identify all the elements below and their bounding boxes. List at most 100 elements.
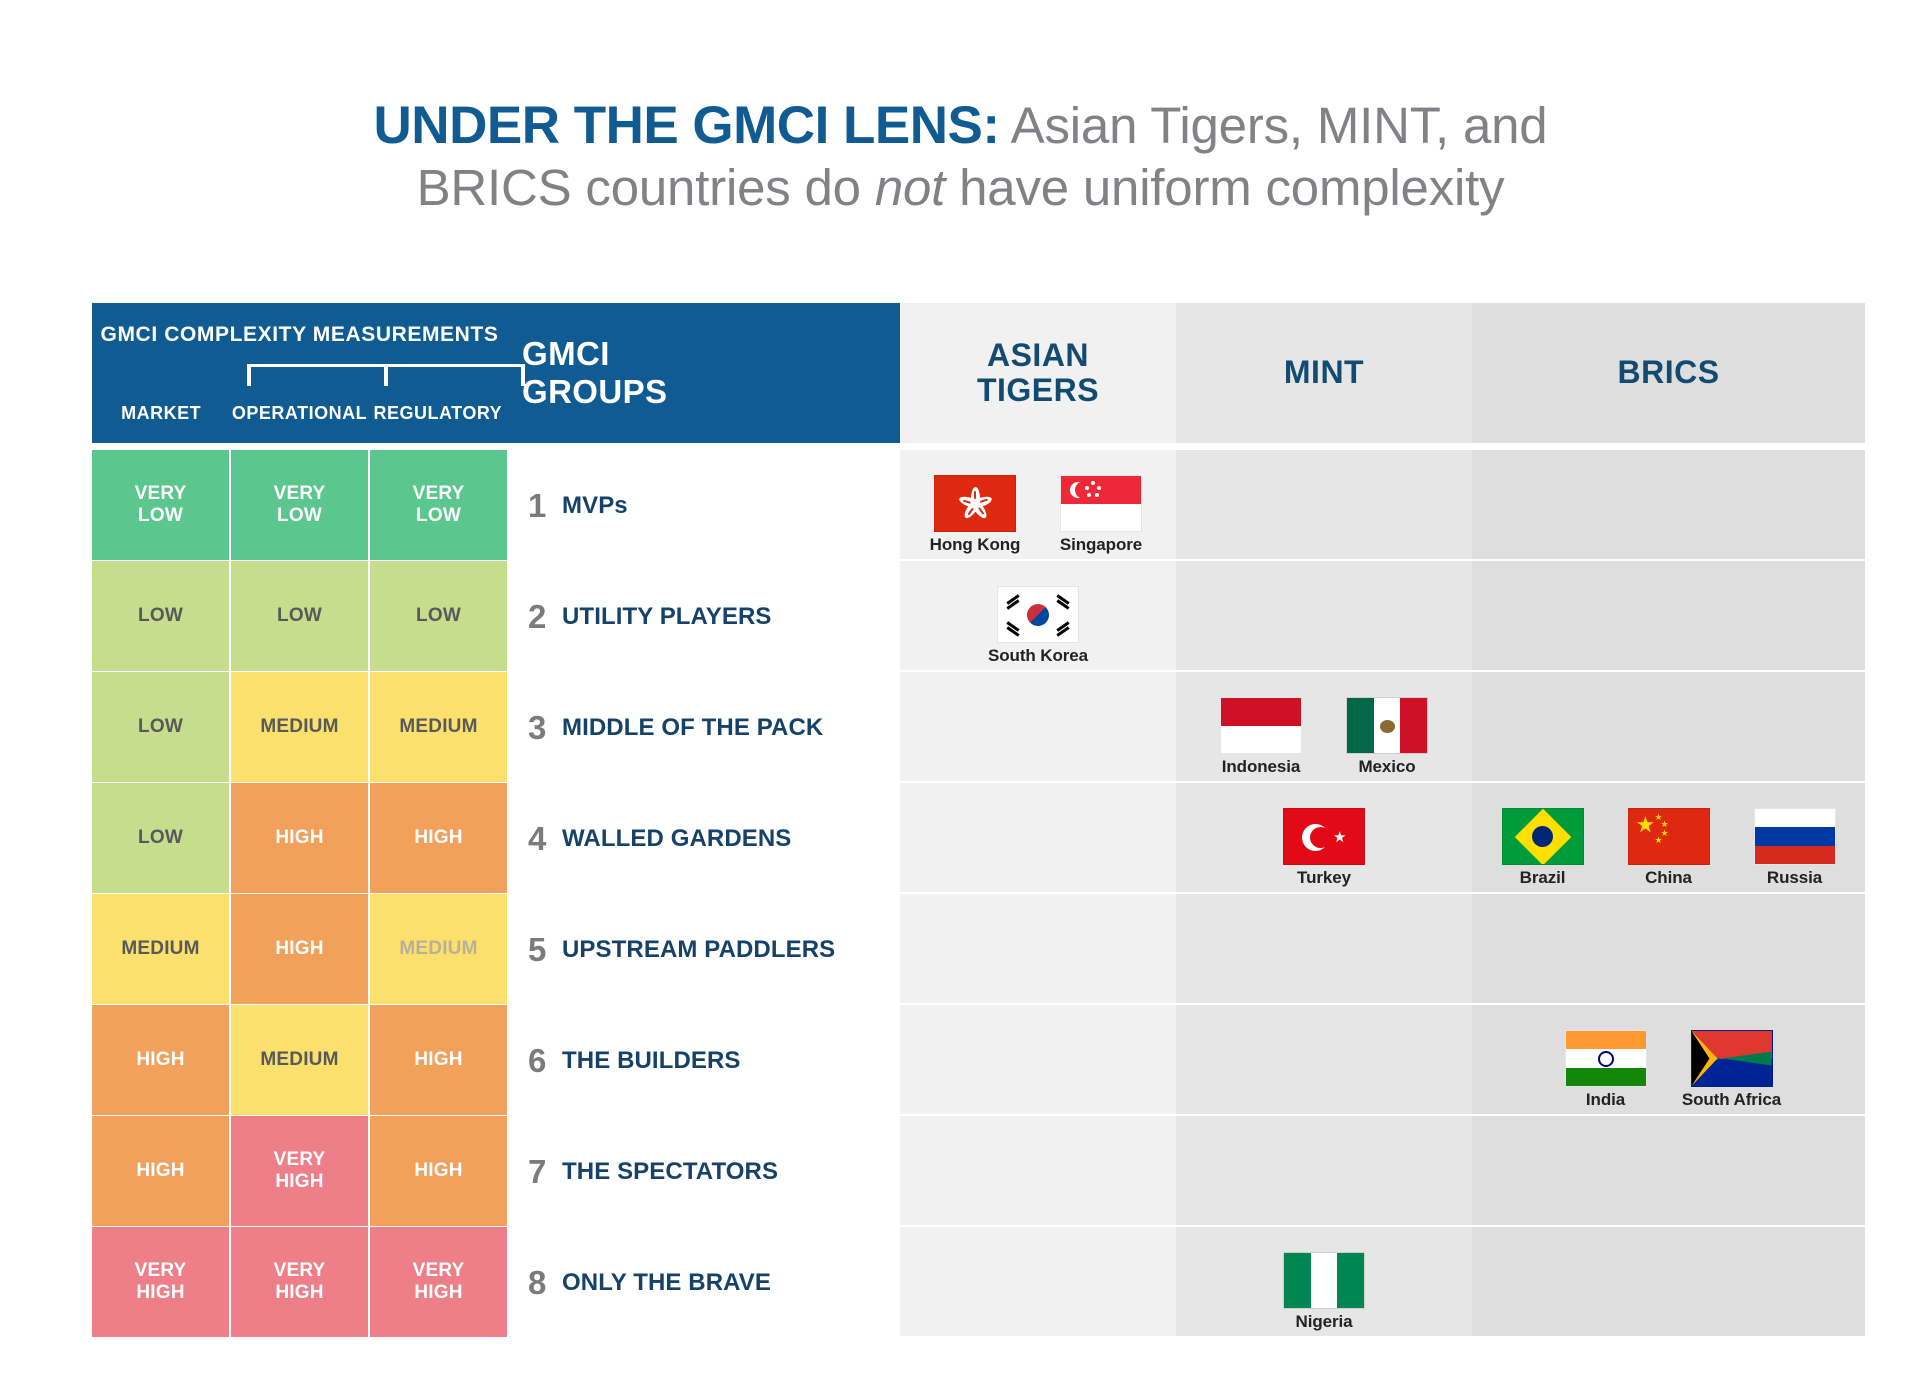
flag-cell-mint: [1176, 1116, 1472, 1227]
flag-cell-brics: [1472, 1116, 1865, 1227]
flag-sg-icon: [1060, 475, 1142, 532]
country-kr[interactable]: South Korea: [988, 586, 1088, 666]
title-line2-italic: not: [874, 158, 946, 216]
gmci-group-item[interactable]: 8 ONLY THE BRAVE: [528, 1227, 888, 1338]
matrix-cell: MEDIUM: [370, 894, 507, 1004]
matrix-cell-label: MEDIUM: [260, 1049, 339, 1071]
matrix-cell-label: VERY: [134, 483, 187, 505]
flag-cell-brics: [1472, 450, 1865, 561]
country-cn[interactable]: ★ ★ ★ ★ ★ China: [1619, 808, 1719, 888]
gmci-group-item[interactable]: 6 THE BUILDERS: [528, 1005, 888, 1116]
flag-cell-asian: South Korea: [900, 561, 1176, 672]
flag-cell-mint: Indonesia Mexico: [1176, 672, 1472, 783]
country-id[interactable]: Indonesia: [1211, 697, 1311, 777]
flag-id-icon: [1220, 697, 1302, 754]
gmci-group-item[interactable]: 7 THE SPECTATORS: [528, 1116, 888, 1227]
complexity-matrix: VERY LOW VERY LOW VERY LOW LOW LOW LOW LOW MEDIUM M…: [92, 450, 507, 1338]
matrix-cell-label-2: LOW: [416, 505, 461, 526]
flag-row: Nigeria: [900, 1227, 1865, 1338]
gmci-group-item[interactable]: 2 UTILITY PLAYERS: [528, 561, 888, 672]
country-label: South Africa: [1681, 1090, 1782, 1109]
matrix-cell-label-2: HIGH: [275, 1282, 324, 1303]
flag-cn-icon: ★ ★ ★ ★ ★: [1627, 808, 1710, 865]
flag-cell-asian: [900, 783, 1176, 894]
flag-cell-asian: [900, 1227, 1176, 1338]
country-ng[interactable]: Nigeria: [1274, 1252, 1374, 1332]
measurement-bracket: [247, 364, 525, 386]
matrix-cell: HIGH: [231, 783, 368, 893]
flag-row: ★ Turkey Brazil ★ ★ ★ ★ ★ China Russia: [900, 783, 1865, 894]
flag-kr-icon: [997, 586, 1079, 643]
country-ru[interactable]: Russia: [1745, 808, 1845, 888]
matrix-cell-label: MEDIUM: [399, 938, 478, 960]
column-header-mint: MINT: [1176, 303, 1472, 443]
flag-cell-asian: Hong Kong Singapore: [900, 450, 1176, 561]
title-line-2: BRICS countries do not have uniform comp…: [0, 158, 1921, 218]
flag-mx-icon: [1346, 697, 1428, 754]
matrix-cell-label: VERY: [273, 483, 326, 505]
flag-row: [900, 1116, 1865, 1227]
flag-cell-mint: Nigeria: [1176, 1227, 1472, 1338]
gmci-groups-title-line1: GMCI: [522, 335, 610, 372]
flag-cell-brics: [1472, 1227, 1865, 1338]
matrix-cell-label: HIGH: [136, 1160, 185, 1182]
gmci-groups-title-line2: GROUPS: [522, 373, 668, 411]
flag-cell-mint: [1176, 894, 1472, 1005]
group-number: 1: [528, 486, 547, 524]
matrix-cell: MEDIUM: [92, 894, 229, 1004]
flag-row: Hong Kong Singapore: [900, 450, 1865, 561]
group-name: THE BUILDERS: [562, 1046, 741, 1074]
matrix-cell: HIGH: [370, 1005, 507, 1115]
column-header-brics: BRICS: [1472, 303, 1865, 443]
bracket-tick-regulatory: [521, 364, 525, 386]
matrix-cell: VERY HIGH: [231, 1116, 368, 1226]
matrix-row: LOW LOW LOW: [92, 561, 507, 671]
group-number: 2: [528, 597, 547, 635]
flag-cell-brics: [1472, 561, 1865, 672]
matrix-cell: MEDIUM: [370, 672, 507, 782]
country-label: Russia: [1766, 868, 1823, 887]
country-label: Singapore: [1059, 535, 1143, 554]
title-rest-line1: Asian Tigers, MINT, and: [999, 97, 1548, 154]
flag-cell-mint: [1176, 561, 1472, 672]
matrix-cell: HIGH: [92, 1005, 229, 1115]
matrix-cell-label: HIGH: [414, 827, 463, 849]
title-strong: UNDER THE GMCI LENS:: [373, 96, 1001, 155]
matrix-cell-label: MEDIUM: [260, 716, 339, 738]
country-hk[interactable]: Hong Kong: [925, 475, 1025, 555]
country-br[interactable]: Brazil: [1493, 808, 1593, 888]
matrix-cell: LOW: [92, 783, 229, 893]
country-mx[interactable]: Mexico: [1337, 697, 1437, 777]
matrix-cell: LOW: [370, 561, 507, 671]
subcolumn-label-market: MARKET: [121, 403, 202, 423]
title-line-1: UNDER THE GMCI LENS: Asian Tigers, MINT,…: [0, 95, 1921, 158]
flag-tr-icon: ★: [1283, 808, 1365, 865]
flag-br-icon: [1501, 808, 1584, 865]
gmci-group-item[interactable]: 5 UPSTREAM PADDLERS: [528, 894, 888, 1005]
matrix-cell-label-2: LOW: [138, 505, 183, 526]
column-header-asian-line2: TIGERS: [976, 372, 1100, 408]
matrix-cell-label: MEDIUM: [121, 938, 200, 960]
gmci-group-item[interactable]: 1 MVPs: [528, 450, 888, 561]
country-sg[interactable]: Singapore: [1051, 475, 1151, 555]
matrix-cell-label: LOW: [138, 716, 183, 738]
country-tr[interactable]: ★ Turkey: [1274, 808, 1374, 888]
title-line2-pre: BRICS countries do: [416, 158, 875, 216]
flag-cell-asian: [900, 1005, 1176, 1116]
country-in[interactable]: India: [1556, 1030, 1656, 1110]
flag-hk-icon: [934, 475, 1016, 532]
matrix-cell-label: VERY: [412, 483, 465, 505]
flag-row: Indonesia Mexico: [900, 672, 1865, 783]
measurements-title: GMCI COMPLEXITY MEASUREMENTS: [100, 323, 499, 346]
flag-cell-brics: India South Africa: [1472, 1005, 1865, 1116]
flag-cell-mint: ★ Turkey: [1176, 783, 1472, 894]
country-za[interactable]: South Africa: [1682, 1030, 1782, 1110]
gmci-group-item[interactable]: 4 WALLED GARDENS: [528, 783, 888, 894]
matrix-cell: HIGH: [370, 783, 507, 893]
group-number: 3: [528, 708, 547, 746]
country-label: Nigeria: [1295, 1312, 1353, 1331]
gmci-group-item[interactable]: 3 MIDDLE OF THE PACK: [528, 672, 888, 783]
subcolumn-label-regulatory: REGULATORY: [373, 403, 503, 423]
matrix-cell: VERY LOW: [370, 450, 507, 560]
matrix-cell-label: HIGH: [414, 1049, 463, 1071]
